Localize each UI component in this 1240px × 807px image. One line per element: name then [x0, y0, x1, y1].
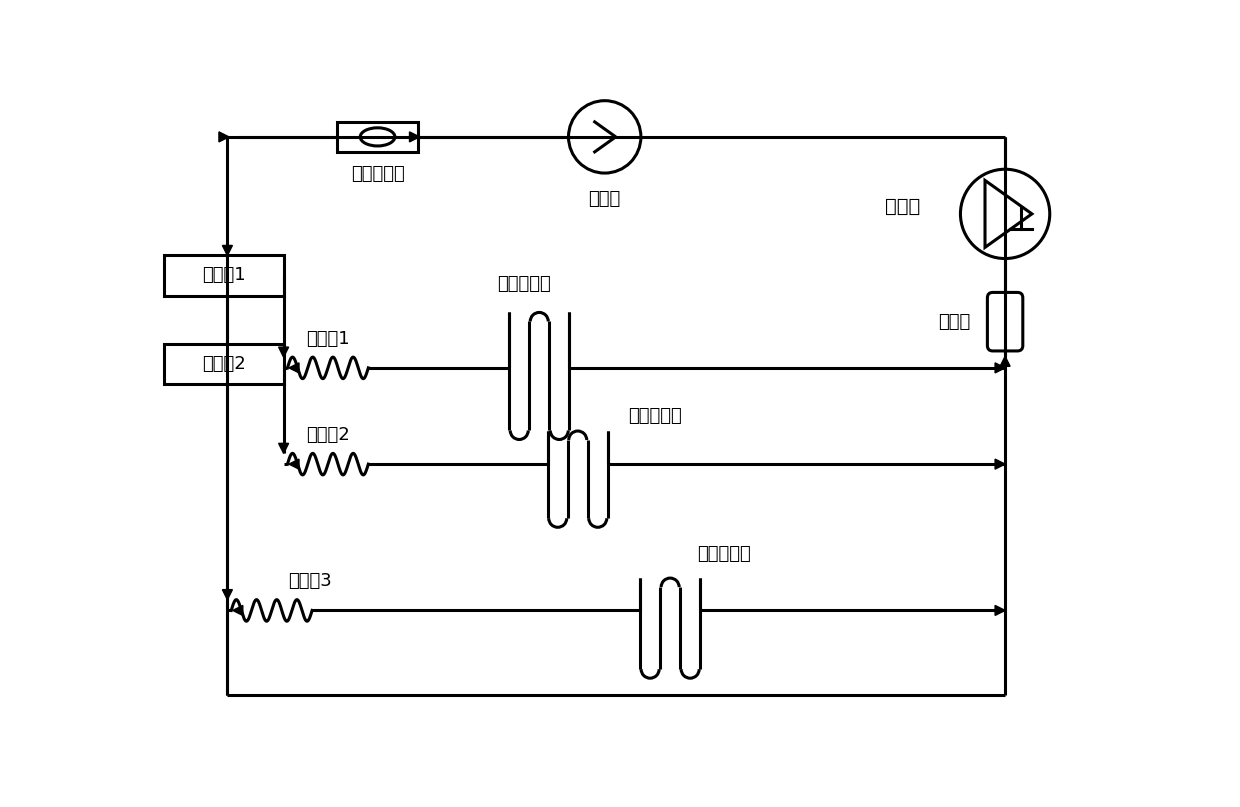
Polygon shape [994, 363, 1006, 373]
Text: 冷冻蛇发器: 冷冻蛇发器 [697, 545, 751, 562]
Polygon shape [409, 132, 419, 142]
Bar [337, 122, 418, 152]
Text: 干燥过滤器: 干燥过滤器 [351, 165, 404, 182]
Bar [164, 344, 284, 384]
Polygon shape [1001, 357, 1011, 366]
Text: 冷藏蛇发器: 冷藏蛇发器 [627, 407, 682, 424]
Text: 电磁队2: 电磁队2 [202, 355, 246, 373]
Text: 毛细的3: 毛细的3 [288, 572, 332, 591]
Polygon shape [219, 132, 229, 142]
Bar [164, 256, 284, 295]
Text: 毛细的2: 毛细的2 [306, 426, 350, 444]
Polygon shape [994, 459, 1006, 469]
Text: 毛细的1: 毛细的1 [306, 330, 350, 348]
Polygon shape [233, 605, 243, 616]
Polygon shape [289, 459, 299, 469]
Polygon shape [279, 347, 289, 358]
Polygon shape [222, 245, 232, 256]
Polygon shape [279, 443, 289, 454]
Text: 储液器: 储液器 [939, 312, 971, 331]
Polygon shape [289, 363, 299, 373]
Polygon shape [222, 590, 232, 600]
Text: 电磁队1: 电磁队1 [202, 266, 246, 285]
Polygon shape [994, 605, 1006, 616]
Text: 压缩机: 压缩机 [885, 197, 920, 215]
Text: 酒区蛇发器: 酒区蛇发器 [497, 275, 551, 293]
Text: 冷凝器: 冷凝器 [589, 190, 621, 208]
